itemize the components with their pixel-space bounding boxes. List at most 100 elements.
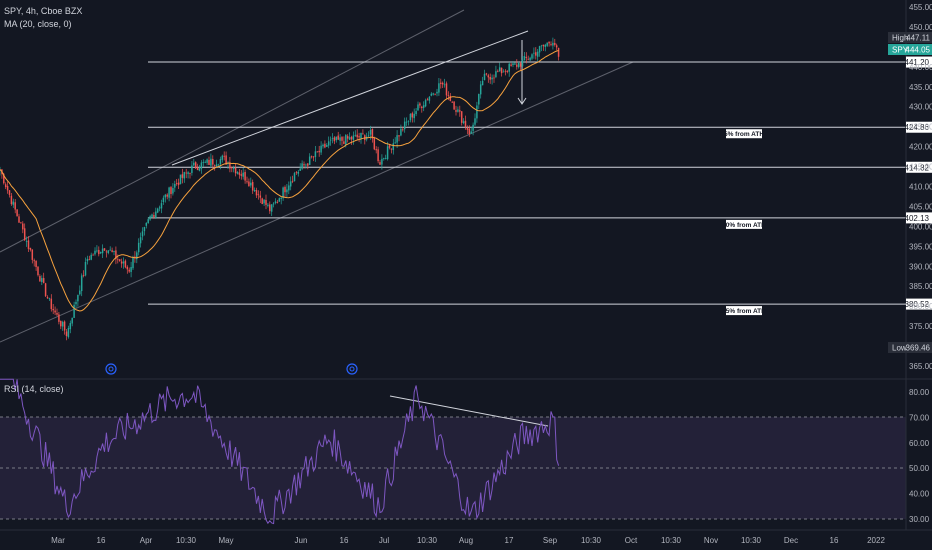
candle[interactable] xyxy=(459,105,461,117)
candle[interactable] xyxy=(390,148,393,154)
candle[interactable] xyxy=(99,251,102,255)
candle[interactable] xyxy=(440,78,442,89)
candle[interactable] xyxy=(329,136,332,146)
candle[interactable] xyxy=(60,320,62,330)
candle[interactable] xyxy=(50,294,53,312)
candle[interactable] xyxy=(257,190,260,200)
candle[interactable] xyxy=(14,199,16,214)
dividend-marker[interactable] xyxy=(346,363,358,375)
candle[interactable] xyxy=(4,182,7,190)
candle[interactable] xyxy=(246,176,248,184)
candle[interactable] xyxy=(225,151,227,165)
candle[interactable] xyxy=(200,160,203,174)
candle[interactable] xyxy=(375,146,377,154)
resistance-trendline[interactable] xyxy=(171,30,529,166)
candle[interactable] xyxy=(360,132,362,144)
candle[interactable] xyxy=(500,67,503,77)
candle[interactable] xyxy=(158,205,161,212)
candle[interactable] xyxy=(356,129,358,140)
candle[interactable] xyxy=(441,81,444,89)
candle[interactable] xyxy=(196,163,199,171)
candle[interactable] xyxy=(331,133,334,144)
candle[interactable] xyxy=(242,167,244,180)
candle[interactable] xyxy=(236,171,239,175)
candle[interactable] xyxy=(118,259,121,262)
candle[interactable] xyxy=(86,255,89,265)
candle[interactable] xyxy=(343,136,345,145)
candle[interactable] xyxy=(181,168,184,184)
candle[interactable] xyxy=(280,196,282,205)
candle[interactable] xyxy=(379,159,381,165)
candle[interactable] xyxy=(16,209,18,217)
candle[interactable] xyxy=(168,186,170,202)
candle[interactable] xyxy=(535,47,537,60)
candle[interactable] xyxy=(288,181,290,195)
candle[interactable] xyxy=(409,113,412,123)
candle[interactable] xyxy=(373,136,376,151)
candle[interactable] xyxy=(550,41,552,47)
candle[interactable] xyxy=(206,158,208,166)
candle[interactable] xyxy=(398,135,400,142)
candle[interactable] xyxy=(544,43,547,52)
candle[interactable] xyxy=(413,108,415,123)
candle[interactable] xyxy=(92,253,94,256)
candle[interactable] xyxy=(170,186,172,199)
candle[interactable] xyxy=(122,257,125,269)
candle[interactable] xyxy=(244,169,246,184)
candle[interactable] xyxy=(367,131,370,138)
candle[interactable] xyxy=(468,125,471,137)
candle[interactable] xyxy=(33,258,35,267)
candle[interactable] xyxy=(388,144,391,150)
candle[interactable] xyxy=(514,62,516,65)
candle[interactable] xyxy=(185,168,187,179)
candle[interactable] xyxy=(151,213,153,218)
candle[interactable] xyxy=(303,161,305,169)
candle[interactable] xyxy=(238,168,241,179)
candle[interactable] xyxy=(278,197,281,202)
candle[interactable] xyxy=(27,236,30,253)
candle[interactable] xyxy=(274,198,277,205)
candle[interactable] xyxy=(75,299,77,309)
rsi-divergence-line[interactable] xyxy=(389,395,549,427)
candle[interactable] xyxy=(35,260,37,271)
candle[interactable] xyxy=(130,261,132,278)
candle[interactable] xyxy=(348,132,351,140)
candle[interactable] xyxy=(396,130,398,149)
candle[interactable] xyxy=(362,129,364,135)
candle[interactable] xyxy=(270,204,273,216)
candle[interactable] xyxy=(407,120,410,126)
candle[interactable] xyxy=(318,145,320,157)
candle[interactable] xyxy=(286,183,288,198)
candle[interactable] xyxy=(310,155,313,159)
candle[interactable] xyxy=(234,163,237,177)
candle[interactable] xyxy=(438,78,440,96)
candle[interactable] xyxy=(481,76,484,86)
candle[interactable] xyxy=(354,130,357,137)
candle[interactable] xyxy=(259,190,262,204)
candle[interactable] xyxy=(316,151,319,153)
candle[interactable] xyxy=(166,193,168,200)
candle[interactable] xyxy=(411,111,414,123)
candle[interactable] xyxy=(101,244,104,259)
candle[interactable] xyxy=(489,73,491,84)
candle[interactable] xyxy=(155,207,157,219)
candle[interactable] xyxy=(63,320,66,335)
candle[interactable] xyxy=(82,270,85,278)
candle[interactable] xyxy=(147,217,149,224)
candle[interactable] xyxy=(525,52,528,64)
candle[interactable] xyxy=(29,247,32,252)
candle[interactable] xyxy=(141,227,144,241)
candle[interactable] xyxy=(462,118,465,125)
candle[interactable] xyxy=(61,320,64,331)
candle[interactable] xyxy=(111,247,113,253)
candle[interactable] xyxy=(502,69,505,73)
ma-line[interactable] xyxy=(0,50,559,312)
candle[interactable] xyxy=(98,246,100,257)
candle[interactable] xyxy=(358,132,360,143)
candle[interactable] xyxy=(42,272,45,284)
candle[interactable] xyxy=(335,136,338,143)
candle[interactable] xyxy=(94,247,96,256)
candle[interactable] xyxy=(172,183,174,196)
candle[interactable] xyxy=(426,97,429,101)
